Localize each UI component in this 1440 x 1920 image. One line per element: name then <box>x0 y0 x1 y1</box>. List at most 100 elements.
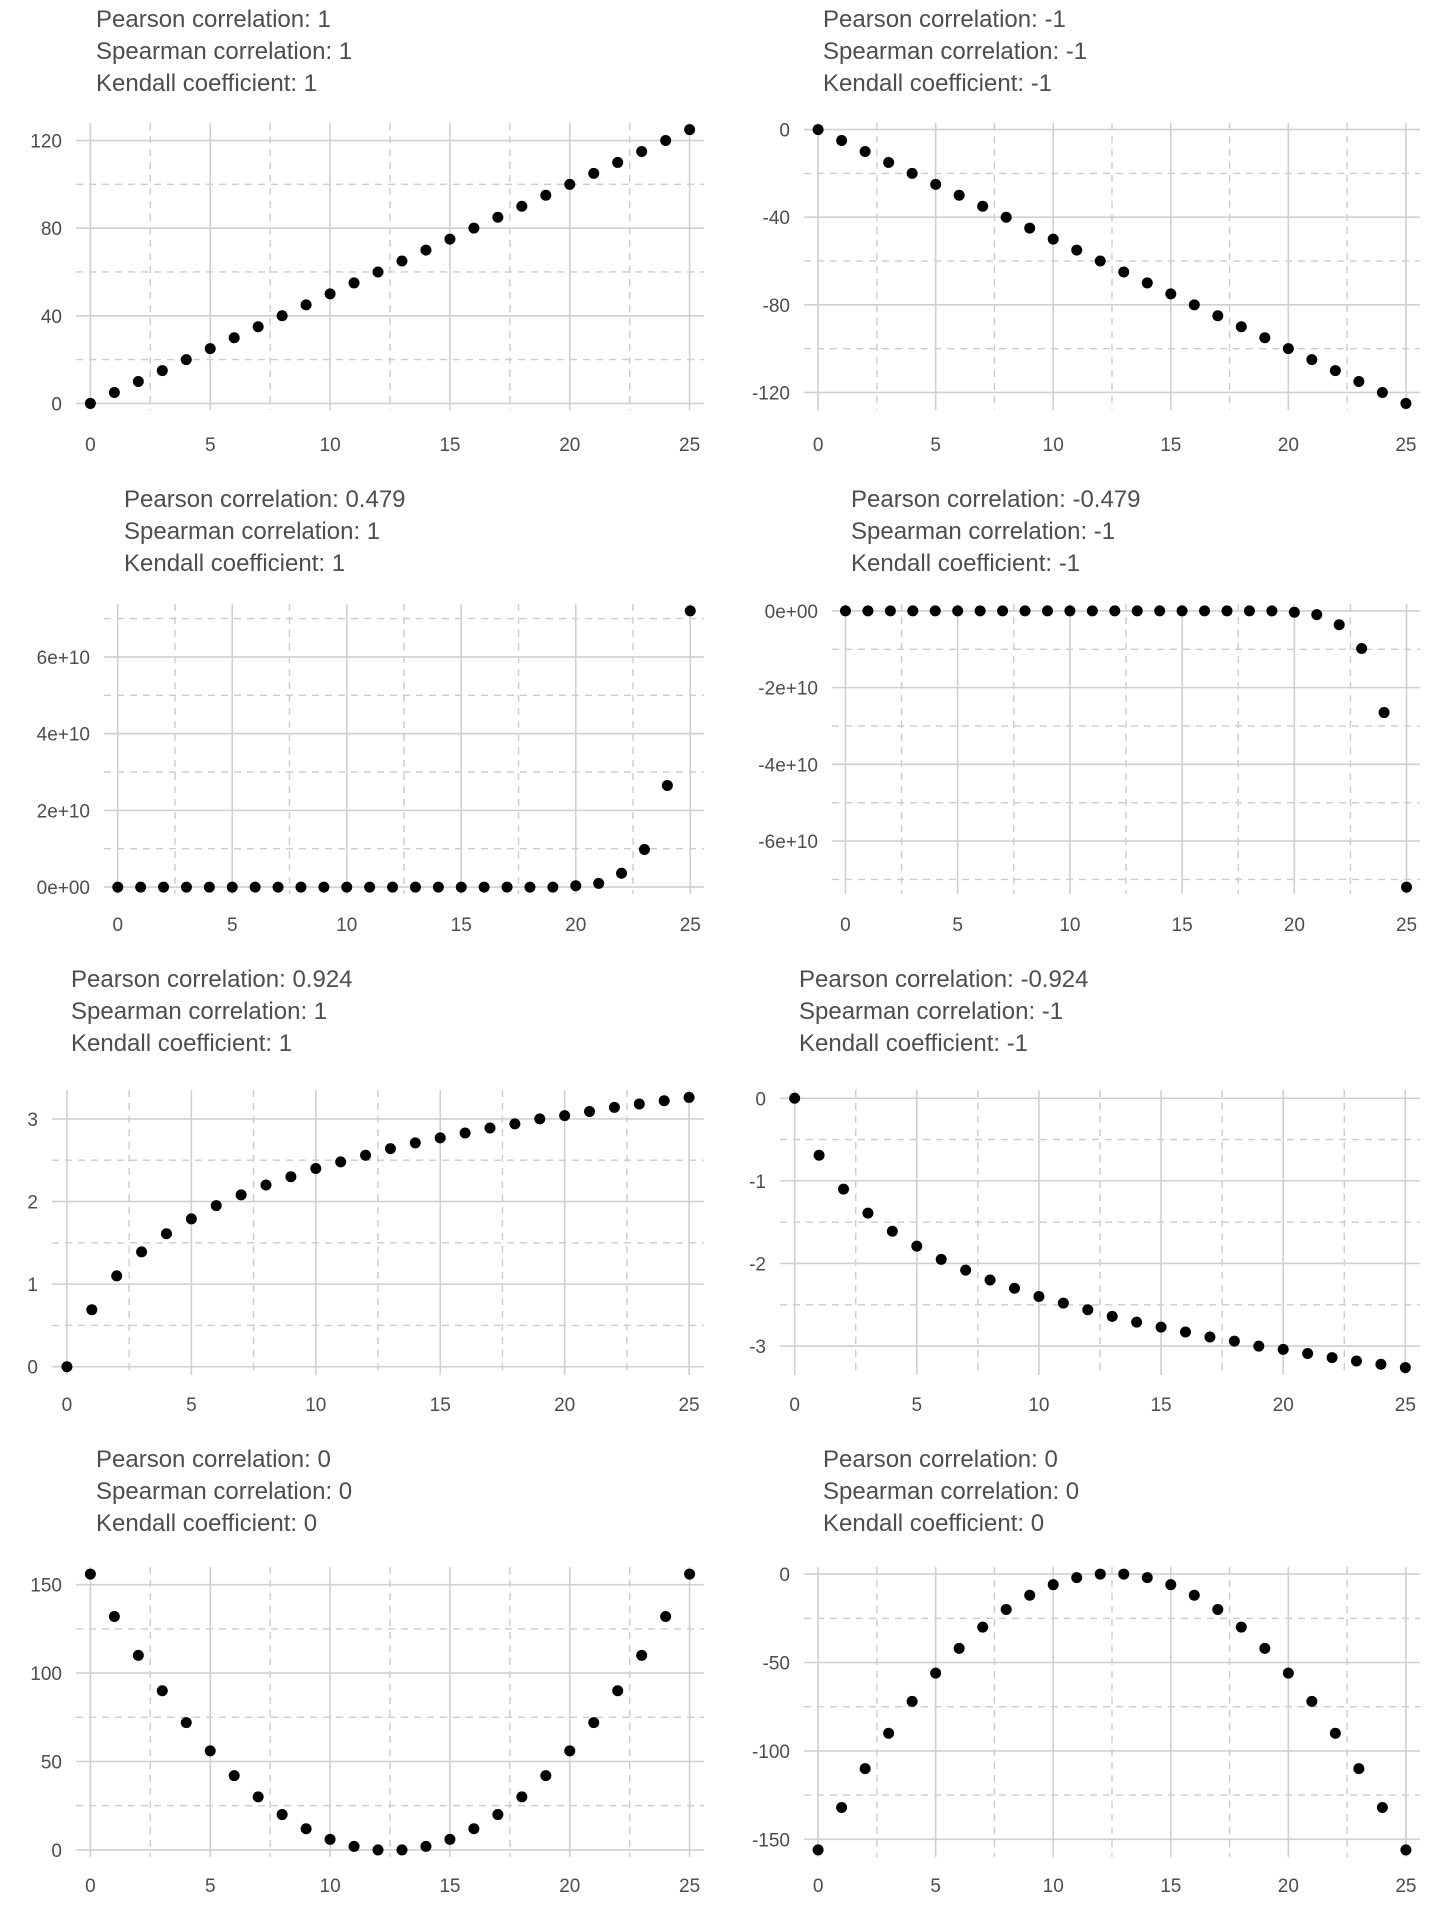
data-point <box>1329 365 1341 377</box>
data-point <box>1243 605 1255 617</box>
data-point <box>1311 609 1323 621</box>
data-point <box>1057 1297 1069 1309</box>
data-point <box>432 881 444 893</box>
data-point <box>1212 310 1224 322</box>
x-tick-label: 5 <box>930 1876 941 1897</box>
y-tick-label: 0 <box>779 1565 790 1586</box>
data-point <box>1188 1589 1200 1601</box>
data-point <box>953 189 965 201</box>
data-point <box>883 156 895 168</box>
data-point <box>859 145 871 157</box>
x-tick-label: 20 <box>1273 1395 1294 1416</box>
data-point <box>318 881 330 893</box>
data-point <box>1165 288 1177 300</box>
x-tick-label: 10 <box>1028 1395 1049 1416</box>
data-point <box>1282 343 1294 355</box>
x-tick-label: 5 <box>205 1876 216 1897</box>
x-tick-label: 5 <box>205 435 216 456</box>
data-point <box>324 1833 336 1845</box>
panel-title-line: Pearson correlation: 1 <box>96 6 331 33</box>
x-tick-label: 25 <box>1395 1876 1416 1897</box>
panel-title-line: Kendall coefficient: 1 <box>124 550 345 577</box>
data-point <box>1109 605 1121 617</box>
data-point <box>813 1149 825 1161</box>
data-point <box>1356 642 1368 654</box>
data-point <box>1176 605 1188 617</box>
data-point <box>633 1098 645 1110</box>
panel-title-line: Spearman correlation: -1 <box>851 518 1115 545</box>
data-point <box>455 881 467 893</box>
data-point <box>658 1095 670 1107</box>
data-point <box>160 1228 172 1240</box>
data-point <box>588 167 600 179</box>
y-tick-label: -50 <box>763 1653 790 1674</box>
panel-title-line: Pearson correlation: 0 <box>823 1446 1058 1473</box>
y-tick-label: -3 <box>749 1337 766 1358</box>
data-point <box>977 200 989 212</box>
data-point <box>1376 386 1388 398</box>
data-point <box>1399 1362 1411 1374</box>
scatter-panel-6: Pearson correlation: -0.924 Spearman corr… <box>749 966 1420 1416</box>
y-tick-label: 0 <box>779 121 790 142</box>
scatter-panel-1: Pearson correlation: 1 Spearman correlati… <box>30 6 704 456</box>
data-point <box>112 881 124 893</box>
x-tick-label: 15 <box>451 915 472 936</box>
y-tick-label: 0e+00 <box>37 878 90 899</box>
x-tick-label: 0 <box>840 915 851 936</box>
x-tick-label: 10 <box>1059 915 1080 936</box>
data-point <box>906 1695 918 1707</box>
data-point <box>409 1137 421 1149</box>
panel-title-line: Pearson correlation: -0.924 <box>799 966 1089 993</box>
data-point <box>684 605 696 617</box>
scatter-panel-8: Pearson correlation: 0 Spearman correlati… <box>752 1446 1420 1897</box>
data-point <box>1086 605 1098 617</box>
data-point <box>108 386 120 398</box>
data-point <box>108 1611 120 1623</box>
data-point <box>960 1264 972 1276</box>
data-point <box>235 1189 247 1201</box>
data-point <box>516 1791 528 1803</box>
y-tick-label: 2 <box>27 1193 38 1214</box>
data-point <box>203 881 215 893</box>
y-tick-label: -4e+10 <box>758 755 818 776</box>
data-point <box>300 299 312 311</box>
data-point <box>1082 1304 1094 1316</box>
data-point <box>260 1179 272 1191</box>
data-point <box>492 1809 504 1821</box>
data-point <box>524 881 536 893</box>
data-point <box>906 167 918 179</box>
data-point <box>61 1361 73 1373</box>
data-point <box>341 881 353 893</box>
data-point <box>1047 1579 1059 1591</box>
x-tick-label: 15 <box>430 1395 451 1416</box>
y-tick-label: 80 <box>41 219 62 240</box>
data-point <box>158 881 170 893</box>
data-point <box>1047 233 1059 245</box>
data-point <box>300 1823 312 1835</box>
x-tick-label: 0 <box>85 1876 96 1897</box>
y-tick-label: 0 <box>27 1358 38 1379</box>
data-point <box>1235 321 1247 333</box>
data-point <box>396 255 408 267</box>
y-tick-label: -40 <box>763 208 790 229</box>
panel-title-line: Spearman correlation: 1 <box>124 518 380 545</box>
data-point <box>1041 605 1053 617</box>
data-point <box>1400 397 1412 409</box>
y-tick-label: -1 <box>749 1172 766 1193</box>
data-point <box>185 1213 197 1225</box>
y-tick-label: 100 <box>30 1664 62 1685</box>
data-point <box>1401 881 1413 893</box>
data-point <box>570 880 582 892</box>
data-point <box>1000 211 1012 223</box>
data-point <box>812 1844 824 1856</box>
data-point <box>1188 299 1200 311</box>
data-point <box>1141 1572 1153 1584</box>
y-tick-label: -150 <box>752 1830 790 1851</box>
data-point <box>272 881 284 893</box>
data-point <box>396 1844 408 1856</box>
data-point <box>684 124 696 136</box>
data-point <box>310 1162 322 1174</box>
data-point <box>636 1649 648 1661</box>
data-point <box>1204 1331 1216 1343</box>
